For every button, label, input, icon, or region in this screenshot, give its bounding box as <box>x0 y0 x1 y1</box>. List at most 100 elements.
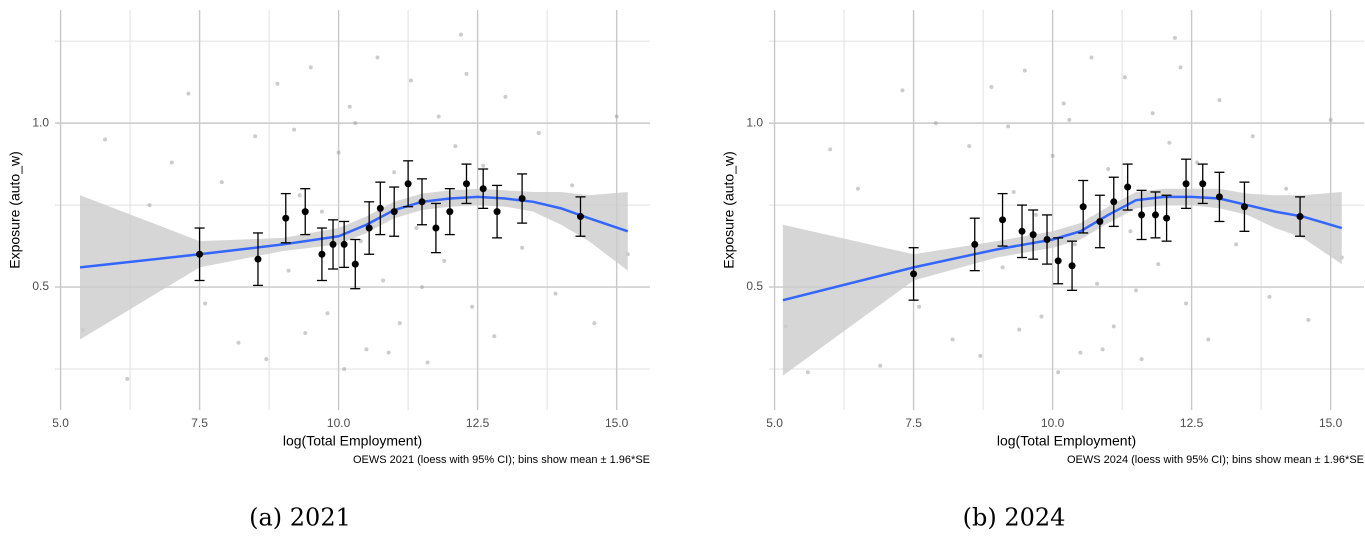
confidence-band <box>80 188 628 340</box>
scatter-point <box>1206 337 1211 342</box>
scatter-point <box>325 311 330 316</box>
scatter-point <box>967 144 972 149</box>
scatter-point <box>1106 167 1111 172</box>
scatter-point <box>203 301 208 306</box>
bin-mean <box>910 270 918 278</box>
subfigure-label: (a) 2021 <box>249 504 351 532</box>
panel: 0.5 1.0 5.0 7.5 10.0 12.5 15.0 log(Total Employ… <box>7 10 650 532</box>
bin-mean <box>1043 236 1051 244</box>
scatter-point <box>1150 111 1155 116</box>
y-axis-title: Exposure (auto_w) <box>7 151 23 269</box>
scatter-point <box>147 203 152 208</box>
bin-mean <box>376 204 384 212</box>
bin-mean <box>340 240 348 248</box>
bin-mean <box>1068 262 1076 270</box>
scatter-point <box>1234 242 1239 247</box>
scatter-point <box>900 88 905 93</box>
scatter-point <box>1000 265 1005 270</box>
scatter-point <box>219 180 224 185</box>
scatter-point <box>614 114 619 119</box>
x-tick-label: 7.5 <box>191 416 208 430</box>
scatter-point <box>855 186 860 191</box>
bin-mean <box>1124 183 1132 191</box>
confidence-band <box>782 188 1342 376</box>
y-tick-label: 0.5 <box>746 279 763 293</box>
scatter-point <box>1172 35 1177 40</box>
bin-mean <box>446 208 454 216</box>
bin-mean <box>301 208 309 216</box>
bin-mean <box>1029 231 1037 239</box>
scatter-point <box>1056 370 1061 375</box>
scatter-point <box>297 193 302 198</box>
scatter-point <box>453 144 458 149</box>
scatter-point <box>1089 55 1094 60</box>
x-axis-title: log(Total Employment) <box>997 433 1136 449</box>
bin-mean <box>1151 211 1159 219</box>
scatter-point <box>1267 294 1272 299</box>
scatter-point <box>397 321 402 326</box>
bin-mean <box>196 250 204 258</box>
scatter-point <box>342 367 347 372</box>
scatter-point <box>1033 212 1038 217</box>
scatter-point <box>236 340 241 345</box>
bin-mean <box>999 216 1007 224</box>
bin-mean <box>1138 211 1146 219</box>
scatter-point <box>470 304 475 309</box>
bin-mean <box>282 214 290 222</box>
scatter-point <box>917 304 922 309</box>
scatter-point <box>553 291 558 296</box>
scatter-point <box>878 363 883 368</box>
caption: OEWS 2024 (loess with 95% CI); bins show… <box>1067 454 1364 466</box>
scatter-point <box>1017 327 1022 332</box>
scatter-point <box>1100 347 1105 352</box>
bin-mean <box>329 240 337 248</box>
scatter-point <box>1111 324 1116 329</box>
scatter-point <box>464 71 469 76</box>
scatter-point <box>1039 314 1044 319</box>
scatter-point <box>425 360 430 365</box>
bin-mean <box>1054 257 1062 265</box>
bin-mean <box>1163 214 1171 222</box>
scatter-point <box>481 163 486 168</box>
bin-mean <box>254 255 262 263</box>
loess-line <box>782 195 1343 302</box>
x-tick-label: 7.5 <box>905 416 922 430</box>
scatter-point <box>1061 101 1066 106</box>
bin-mean <box>1079 203 1087 211</box>
loess-line <box>79 195 629 269</box>
scatter-point <box>436 114 441 119</box>
caption: OEWS 2021 (loess with 95% CI); bins show… <box>353 454 650 466</box>
bin-mean <box>432 224 440 232</box>
scatter-point <box>347 104 352 109</box>
x-tick-label: 12.5 <box>1180 416 1204 430</box>
bin-mean <box>390 208 398 216</box>
bin-mean <box>318 250 326 258</box>
bin-mean <box>418 198 426 206</box>
scatter-point <box>1011 189 1016 194</box>
scatter-point <box>828 147 833 152</box>
scatter-point <box>103 137 108 142</box>
bin-mean <box>404 180 412 188</box>
x-tick-label: 10.0 <box>1041 416 1065 430</box>
scatter-point <box>386 350 391 355</box>
scatter-point <box>292 127 297 132</box>
scatter-point <box>536 130 541 135</box>
bin-mean <box>462 180 470 188</box>
bin-mean <box>493 208 501 216</box>
x-tick-label: 12.5 <box>466 416 490 430</box>
scatter-point <box>1072 242 1077 247</box>
scatter-point <box>303 330 308 335</box>
x-tick-label: 5.0 <box>766 416 783 430</box>
scatter-point <box>1050 153 1055 158</box>
scatter-point <box>1156 262 1161 267</box>
scatter-point <box>381 278 386 283</box>
scatter-point <box>458 32 463 37</box>
bin-mean <box>1018 227 1026 235</box>
y-tick-label: 0.5 <box>32 279 49 293</box>
bin-mean <box>518 195 526 203</box>
scatter-point <box>408 78 413 83</box>
x-tick-label: 5.0 <box>52 416 69 430</box>
scatter-point <box>1067 117 1072 122</box>
scatter-point <box>950 337 955 342</box>
